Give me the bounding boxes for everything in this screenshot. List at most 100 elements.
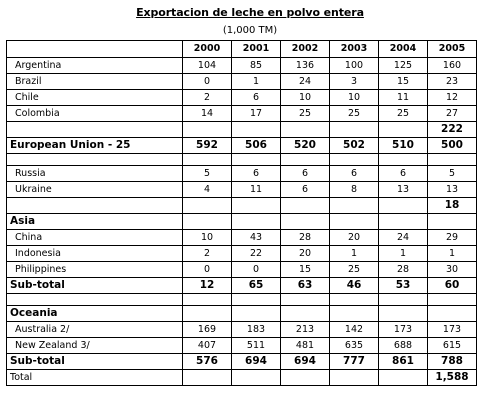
value-cell: 12	[182, 277, 232, 294]
value-cell	[182, 293, 232, 306]
value-cell: 10	[329, 89, 379, 106]
value-cell: 788	[427, 353, 477, 370]
value-cell: 14	[182, 105, 232, 122]
year-header: 2001	[231, 40, 281, 58]
value-cell: 183	[231, 321, 281, 338]
row-label: Asia	[6, 213, 183, 230]
value-cell: 2	[182, 89, 232, 106]
row-label: Sub-total	[6, 277, 183, 294]
value-cell: 20	[329, 229, 379, 246]
row-label: Total	[6, 369, 183, 386]
row-label: Philippines	[6, 261, 183, 278]
value-cell: 520	[280, 137, 330, 154]
value-cell: 17	[231, 105, 281, 122]
value-cell: 53	[378, 277, 428, 294]
value-cell: 173	[378, 321, 428, 338]
value-cell: 777	[329, 353, 379, 370]
value-cell	[329, 213, 379, 230]
value-cell	[182, 197, 232, 214]
value-cell	[378, 369, 428, 386]
value-cell	[378, 197, 428, 214]
value-cell: 0	[231, 261, 281, 278]
value-cell: 6	[378, 165, 428, 182]
table-row: Indonesia 2 22 20 1 1 1	[6, 245, 477, 262]
table-row: 222	[6, 121, 477, 138]
value-cell: 136	[280, 57, 330, 74]
value-cell	[280, 153, 330, 166]
year-header: 2004	[378, 40, 428, 58]
value-cell: 502	[329, 137, 379, 154]
value-cell: 510	[378, 137, 428, 154]
value-cell	[231, 121, 281, 138]
value-cell: 8	[329, 181, 379, 198]
row-label: Australia 2/	[6, 321, 183, 338]
value-cell: 6	[280, 165, 330, 182]
value-cell: 60	[427, 277, 477, 294]
row-label	[6, 293, 183, 306]
table-row: Ukraine 4 11 6 8 13 13	[6, 181, 477, 198]
table-row: Philippines 0 0 15 25 28 30	[6, 261, 477, 278]
value-cell	[329, 197, 379, 214]
value-cell: 500	[427, 137, 477, 154]
value-cell	[378, 121, 428, 138]
year-header: 2003	[329, 40, 379, 58]
row-label: European Union - 25	[6, 137, 183, 154]
value-cell: 10	[280, 89, 330, 106]
value-cell: 222	[427, 121, 477, 138]
value-cell: 11	[378, 89, 428, 106]
value-cell: 125	[378, 57, 428, 74]
table-row: Argentina 104 85 136 100 125 160	[6, 57, 477, 74]
value-cell: 169	[182, 321, 232, 338]
value-cell: 15	[280, 261, 330, 278]
value-cell	[182, 121, 232, 138]
value-cell: 213	[280, 321, 330, 338]
value-cell: 142	[329, 321, 379, 338]
row-label: Indonesia	[6, 245, 183, 262]
value-cell: 1	[231, 73, 281, 90]
value-cell: 15	[378, 73, 428, 90]
value-cell: 10	[182, 229, 232, 246]
value-cell	[329, 153, 379, 166]
table-row: Sub-total 12 65 63 46 53 60	[6, 277, 477, 294]
value-cell: 12	[427, 89, 477, 106]
value-cell: 0	[182, 261, 232, 278]
table-row: Colombia 14 17 25 25 25 27	[6, 105, 477, 122]
row-label: Russia	[6, 165, 183, 182]
value-cell: 2	[182, 245, 232, 262]
value-cell: 615	[427, 337, 477, 354]
value-cell: 11	[231, 181, 281, 198]
table-row: 18	[6, 197, 477, 214]
row-label: Argentina	[6, 57, 183, 74]
table-row: Brazil 0 1 24 3 15 23	[6, 73, 477, 90]
value-cell: 27	[427, 105, 477, 122]
value-cell	[182, 213, 232, 230]
row-label: Sub-total	[6, 353, 183, 370]
value-cell	[427, 293, 477, 306]
value-cell: 63	[280, 277, 330, 294]
value-cell: 592	[182, 137, 232, 154]
value-cell	[231, 369, 281, 386]
header-row: 2000 2001 2002 2003 2004 2005	[6, 40, 477, 58]
value-cell: 861	[378, 353, 428, 370]
row-label: Chile	[6, 89, 183, 106]
value-cell	[329, 369, 379, 386]
year-header: 2005	[427, 40, 477, 58]
value-cell: 1	[427, 245, 477, 262]
row-label: Ukraine	[6, 181, 183, 198]
value-cell: 85	[231, 57, 281, 74]
value-cell: 688	[378, 337, 428, 354]
value-cell: 6	[231, 89, 281, 106]
value-cell	[427, 213, 477, 230]
row-label: China	[6, 229, 183, 246]
value-cell: 160	[427, 57, 477, 74]
value-cell	[378, 305, 428, 322]
year-header: 2000	[182, 40, 232, 58]
value-cell	[280, 213, 330, 230]
value-cell: 22	[231, 245, 281, 262]
value-cell: 5	[427, 165, 477, 182]
table-row	[6, 293, 477, 306]
value-cell: 1,588	[427, 369, 477, 386]
table-row: Asia	[6, 213, 477, 230]
value-cell	[427, 153, 477, 166]
row-label: Brazil	[6, 73, 183, 90]
